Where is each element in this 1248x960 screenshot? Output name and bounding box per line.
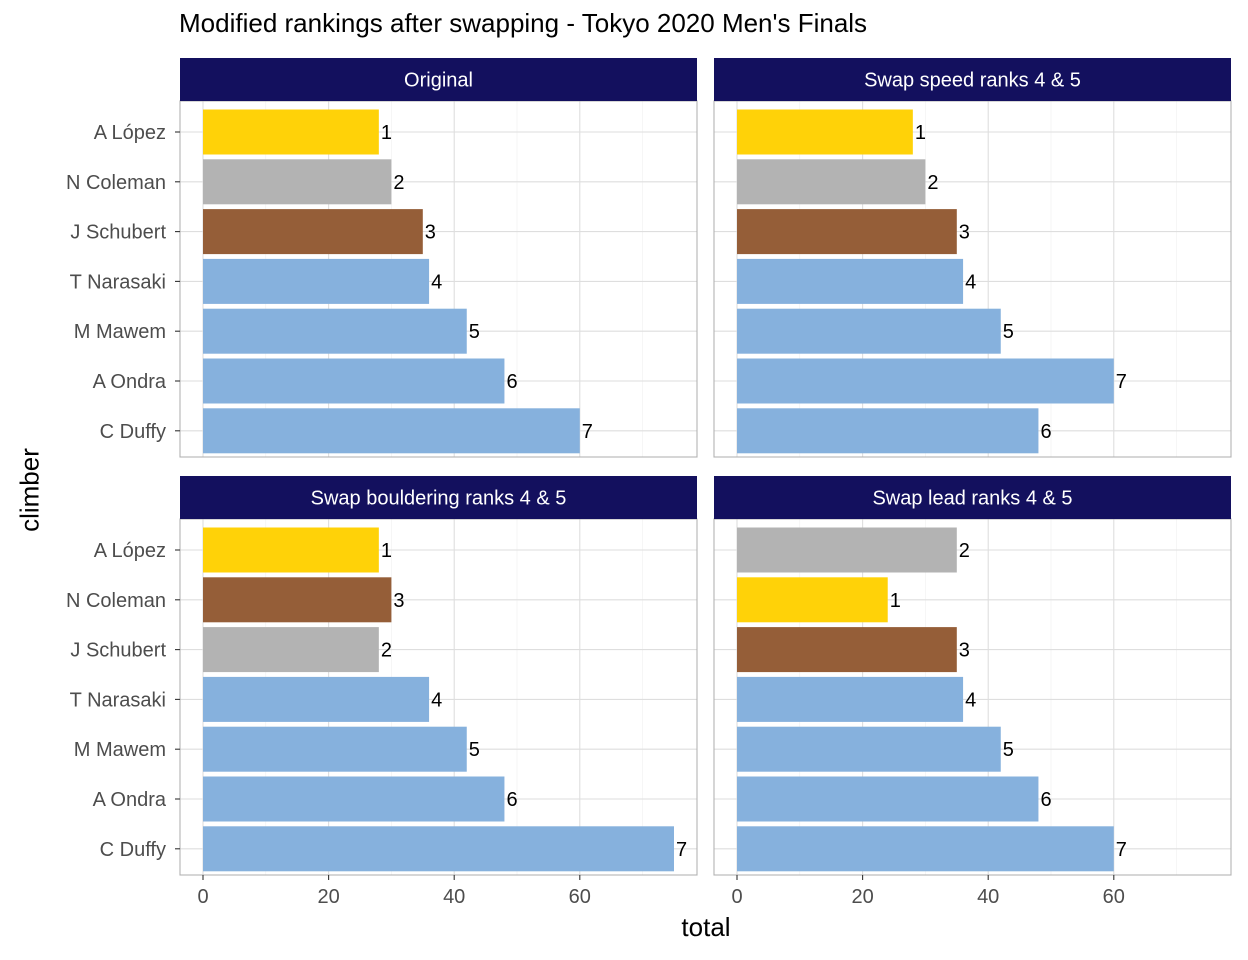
data-label: 3 bbox=[959, 640, 970, 662]
bar-j-schubert bbox=[737, 209, 957, 255]
facet-strip bbox=[714, 58, 1231, 101]
y-tick-label: A Ondra bbox=[93, 789, 167, 811]
y-tick-label: M Mawem bbox=[74, 321, 166, 343]
data-label: 3 bbox=[393, 590, 404, 612]
x-tick-label: 60 bbox=[569, 886, 591, 908]
facet-strip-label: Swap speed ranks 4 & 5 bbox=[864, 70, 1081, 92]
bar-t-narasaki bbox=[203, 258, 430, 304]
bar-j-schubert bbox=[737, 627, 957, 673]
x-tick-label: 60 bbox=[1103, 886, 1125, 908]
y-tick-label: A López bbox=[94, 540, 166, 562]
facet-strip-label: Swap lead ranks 4 & 5 bbox=[872, 488, 1072, 510]
bar-n-coleman bbox=[203, 577, 392, 623]
y-tick-label: J Schubert bbox=[70, 640, 166, 662]
data-label: 6 bbox=[1040, 789, 1051, 811]
y-tick-label: A Ondra bbox=[93, 371, 167, 393]
data-label: 4 bbox=[431, 271, 442, 293]
data-label: 2 bbox=[381, 640, 392, 662]
bar-n-coleman bbox=[737, 159, 926, 205]
data-label: 2 bbox=[393, 172, 404, 194]
bar-t-narasaki bbox=[737, 676, 964, 722]
bar-a-ondra bbox=[203, 358, 505, 404]
panel-original: 1 2 3 4 5 6 7 Original A López N Coleman J Schuber… bbox=[66, 58, 698, 458]
y-tick-label: C Duffy bbox=[100, 421, 166, 443]
data-label: 2 bbox=[927, 172, 938, 194]
bar-t-narasaki bbox=[737, 258, 964, 304]
bar-t-narasaki bbox=[203, 676, 430, 722]
facet-strip-label: Original bbox=[404, 70, 473, 92]
y-tick-label: N Coleman bbox=[66, 172, 166, 194]
facet-strip-label: Swap bouldering ranks 4 & 5 bbox=[311, 488, 567, 510]
data-label: 6 bbox=[1040, 421, 1051, 443]
bar-m-mawem bbox=[203, 726, 467, 772]
data-label: 5 bbox=[469, 321, 480, 343]
bar-m-mawem bbox=[737, 726, 1001, 772]
data-label: 6 bbox=[506, 789, 517, 811]
data-label: 7 bbox=[676, 839, 687, 861]
y-tick-label: C Duffy bbox=[100, 839, 166, 861]
bar-c-duffy bbox=[737, 408, 1039, 454]
bar-a-ondra bbox=[737, 358, 1114, 404]
bar-m-mawem bbox=[737, 308, 1001, 354]
y-tick-label: N Coleman bbox=[66, 590, 166, 612]
data-label: 6 bbox=[506, 371, 517, 393]
bar-a-ondra bbox=[737, 776, 1039, 822]
data-label: 1 bbox=[381, 122, 392, 144]
data-label: 4 bbox=[965, 271, 976, 293]
bar-a-lo-pez bbox=[737, 527, 957, 573]
data-label: 4 bbox=[431, 689, 442, 711]
bar-n-coleman bbox=[203, 159, 392, 205]
panel-swap-speed-ranks-4-5: 1 2 3 4 5 7 6 Swap speed ranks 4 & 5 bbox=[713, 58, 1232, 458]
bar-n-coleman bbox=[737, 577, 888, 623]
y-tick-label: J Schubert bbox=[70, 222, 166, 244]
data-label: 1 bbox=[915, 122, 926, 144]
facet-strip bbox=[714, 476, 1231, 519]
data-label: 4 bbox=[965, 689, 976, 711]
x-tick-label: 0 bbox=[197, 886, 208, 908]
x-tick-label: 20 bbox=[317, 886, 339, 908]
facet-strip bbox=[180, 476, 697, 519]
bar-c-duffy bbox=[203, 826, 674, 872]
data-label: 3 bbox=[959, 222, 970, 244]
data-label: 1 bbox=[890, 590, 901, 612]
data-label: 7 bbox=[582, 421, 593, 443]
bar-c-duffy bbox=[203, 408, 580, 454]
bar-a-lo-pez bbox=[203, 527, 379, 573]
y-tick-label: A López bbox=[94, 122, 166, 144]
data-label: 7 bbox=[1116, 839, 1127, 861]
bar-a-lo-pez bbox=[737, 109, 913, 155]
y-tick-label: M Mawem bbox=[74, 739, 166, 761]
bar-m-mawem bbox=[203, 308, 467, 354]
x-tick-label: 40 bbox=[443, 886, 465, 908]
data-label: 2 bbox=[959, 540, 970, 562]
x-tick-label: 20 bbox=[851, 886, 873, 908]
bar-a-ondra bbox=[203, 776, 505, 822]
x-axis-title: total bbox=[681, 912, 731, 942]
y-tick-label: T Narasaki bbox=[70, 689, 166, 711]
chart-title: Modified rankings after swapping - Tokyo… bbox=[179, 8, 868, 38]
facet-strip bbox=[180, 58, 697, 101]
data-label: 3 bbox=[425, 222, 436, 244]
panel-swap-bouldering-ranks-4-5: 1 3 2 4 5 6 7 Swap bouldering ranks 4 & 5 A Lópe… bbox=[66, 476, 698, 908]
bar-j-schubert bbox=[203, 627, 379, 673]
x-tick-label: 0 bbox=[731, 886, 742, 908]
bar-j-schubert bbox=[203, 209, 423, 255]
bar-c-duffy bbox=[737, 826, 1114, 872]
data-label: 1 bbox=[381, 540, 392, 562]
bar-a-lo-pez bbox=[203, 109, 379, 155]
data-label: 5 bbox=[1003, 321, 1014, 343]
data-label: 5 bbox=[469, 739, 480, 761]
y-tick-label: T Narasaki bbox=[70, 271, 166, 293]
data-label: 5 bbox=[1003, 739, 1014, 761]
data-label: 7 bbox=[1116, 371, 1127, 393]
x-tick-label: 40 bbox=[977, 886, 999, 908]
panel-swap-lead-ranks-4-5: 2 1 3 4 5 6 7 Swap lead ranks 4 & 5 0 20 40 60 bbox=[713, 476, 1232, 908]
